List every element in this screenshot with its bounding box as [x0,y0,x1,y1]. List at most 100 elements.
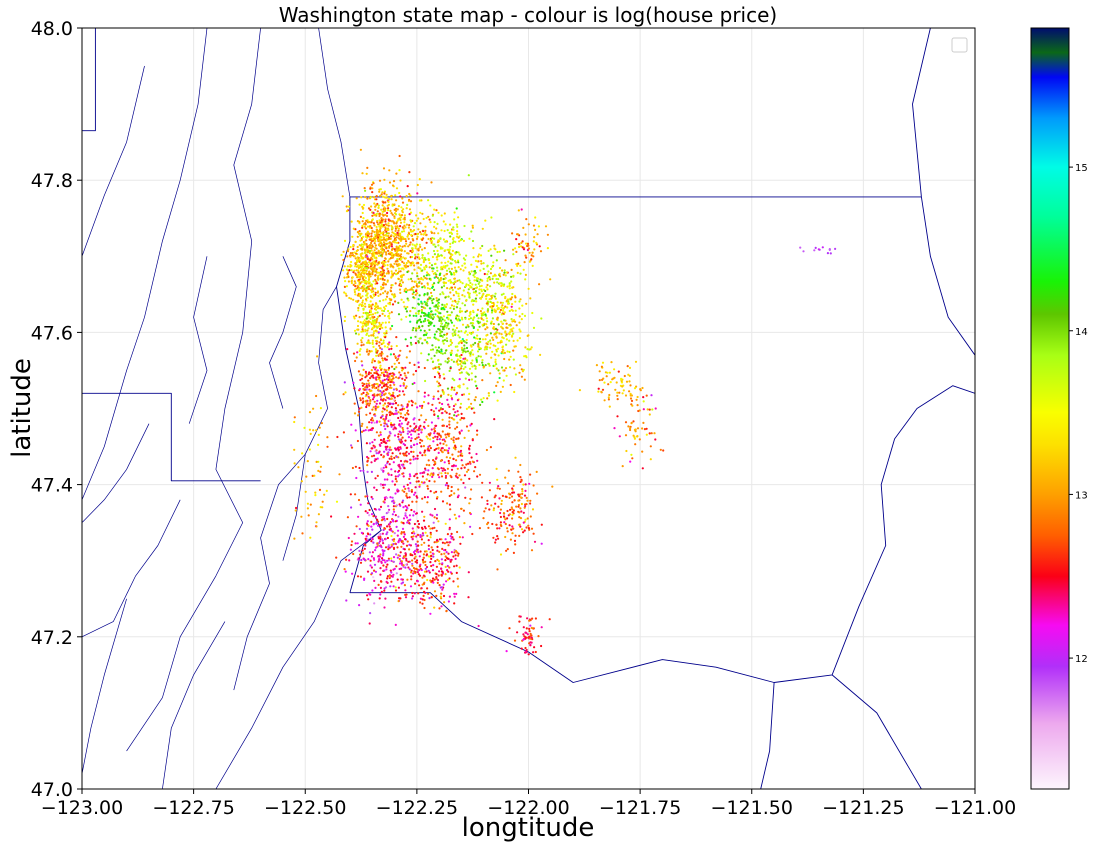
house-point [455,475,458,478]
house-point [485,297,488,300]
house-point [432,395,435,398]
house-point [379,307,382,310]
house-point [343,276,346,279]
house-point [425,241,428,244]
house-point [468,296,471,299]
house-point [449,281,452,284]
house-point [411,559,414,562]
house-point [450,416,453,420]
house-point [477,255,480,258]
house-point [335,500,339,503]
house-point [416,428,419,432]
house-point [367,275,370,278]
house-point [380,261,383,264]
house-point [385,253,388,256]
house-point [457,494,460,497]
house-point [463,522,466,525]
house-point [347,536,350,540]
house-point [359,561,363,564]
house-point [419,597,422,600]
house-point [385,423,388,426]
house-point [393,254,396,257]
house-point [476,334,479,337]
house-point [375,402,378,405]
house-point [496,317,499,320]
house-point [406,432,409,435]
house-point [474,290,477,293]
house-point [486,273,489,276]
house-point [364,189,367,192]
house-point [465,341,468,344]
house-point [433,432,436,435]
house-point [360,430,364,433]
house-point [421,439,424,442]
house-point [367,373,370,376]
house-point [336,435,339,439]
house-point [518,495,521,498]
house-point [439,312,442,315]
house-point [425,570,428,573]
house-point [618,435,621,438]
house-point [443,552,446,555]
house-point [365,172,368,175]
house-point [354,293,357,296]
house-point [407,560,410,563]
house-point [407,421,410,424]
house-point [390,270,393,273]
house-point [404,419,407,422]
house-point [496,301,499,304]
house-point [360,247,363,250]
house-point [403,216,406,219]
house-point [406,270,409,274]
house-point [447,451,450,455]
house-point [437,473,440,476]
house-point [458,253,461,256]
house-point [431,286,434,289]
house-point [393,367,396,371]
house-point [390,365,394,368]
house-point [486,320,489,323]
house-point [453,414,456,417]
house-point [629,428,632,432]
house-point [398,371,401,374]
house-point [437,520,440,523]
house-point [643,428,647,431]
house-point [404,374,407,377]
house-point [355,265,358,268]
house-point [377,537,380,540]
house-point [459,268,462,271]
house-point [799,246,802,249]
house-point [363,281,366,284]
house-point [493,496,496,499]
house-point [342,393,345,396]
house-point [360,271,363,275]
house-point [444,360,447,363]
house-point [465,338,468,342]
house-point [438,319,441,322]
house-point [374,233,377,236]
house-point [441,500,445,503]
house-point [458,515,461,518]
house-point [423,496,426,499]
house-point [464,357,467,360]
house-point [417,285,421,288]
house-point [437,346,440,349]
house-point [441,469,444,472]
house-point [381,359,384,362]
house-point [421,238,424,241]
house-point [511,508,514,511]
house-point [452,408,455,411]
house-point [503,283,506,286]
house-point [467,318,471,321]
house-point [431,475,434,478]
house-point [460,316,463,319]
house-point [376,372,379,375]
house-point [468,292,471,295]
house-point [423,391,426,394]
house-point [409,439,413,442]
house-point [459,310,462,313]
house-point [374,414,377,417]
house-point [475,360,478,363]
house-point [528,251,531,254]
house-point [460,371,463,374]
